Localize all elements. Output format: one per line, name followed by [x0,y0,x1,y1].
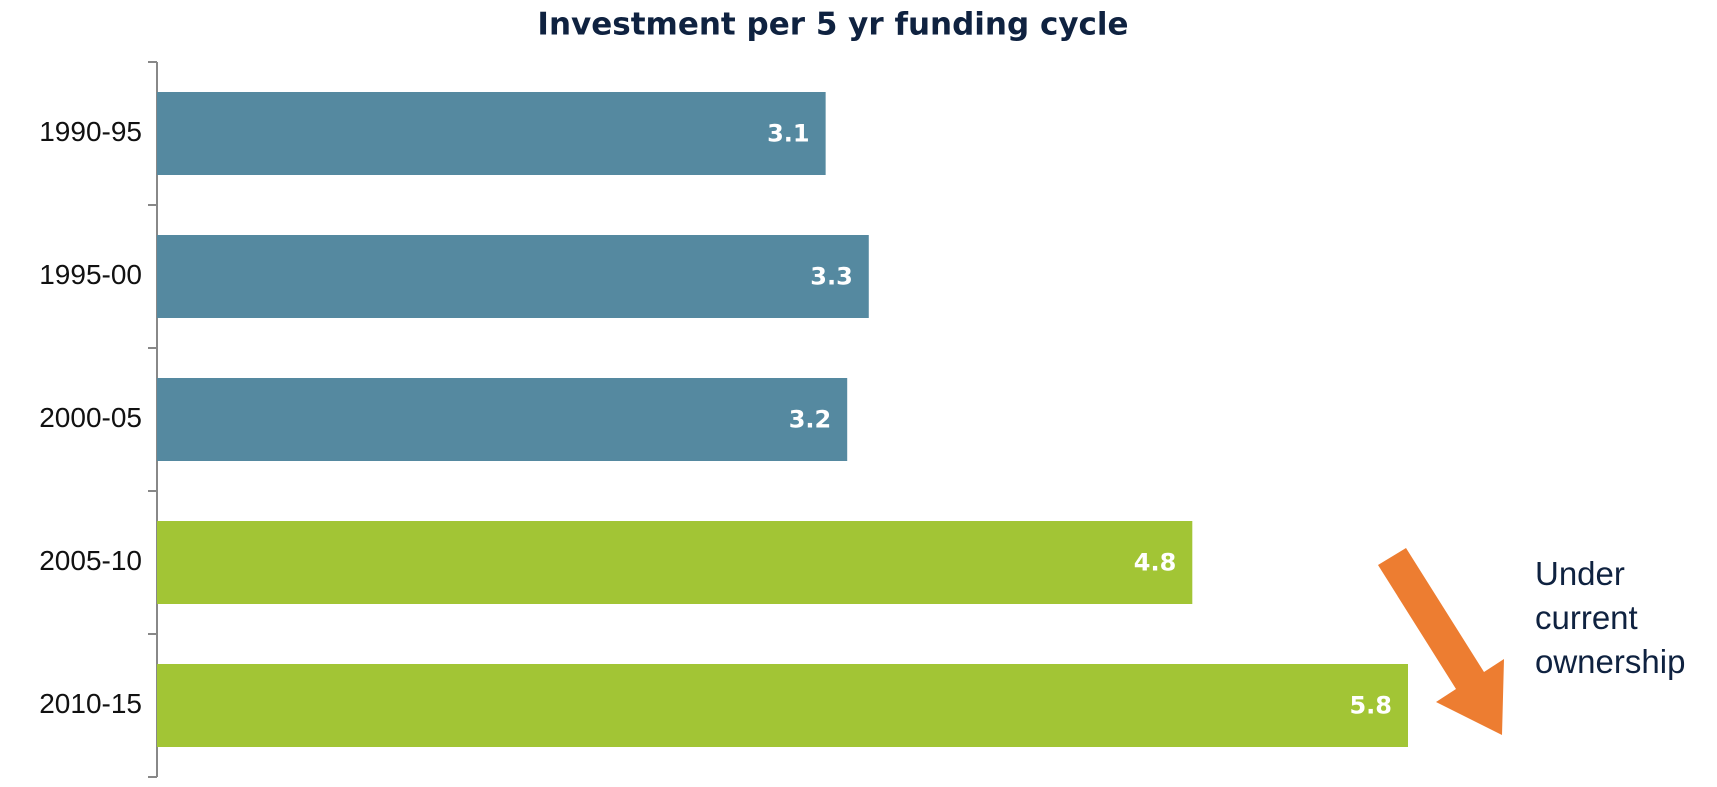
value-label: 4.8 [1134,549,1177,577]
y-tick-label: 1995-00 [39,259,142,290]
y-tick-label: 2010-15 [39,688,142,719]
value-label: 3.2 [789,406,832,434]
chart-title: Investment per 5 yr funding cycle [537,7,1128,43]
bar [157,664,1408,747]
bar [157,378,848,461]
bar [157,235,869,318]
annotation-arrow [1378,548,1504,735]
y-tick-label: 1990-95 [39,116,142,147]
value-label: 5.8 [1349,692,1392,720]
y-tick-label: 2000-05 [39,402,142,433]
annotation: Under current ownership [1535,555,1686,680]
value-label: 3.1 [767,120,810,148]
bar [157,521,1193,604]
y-tick-label: 2005-10 [39,545,142,576]
value-label: 3.3 [810,263,853,291]
bar [157,92,826,175]
